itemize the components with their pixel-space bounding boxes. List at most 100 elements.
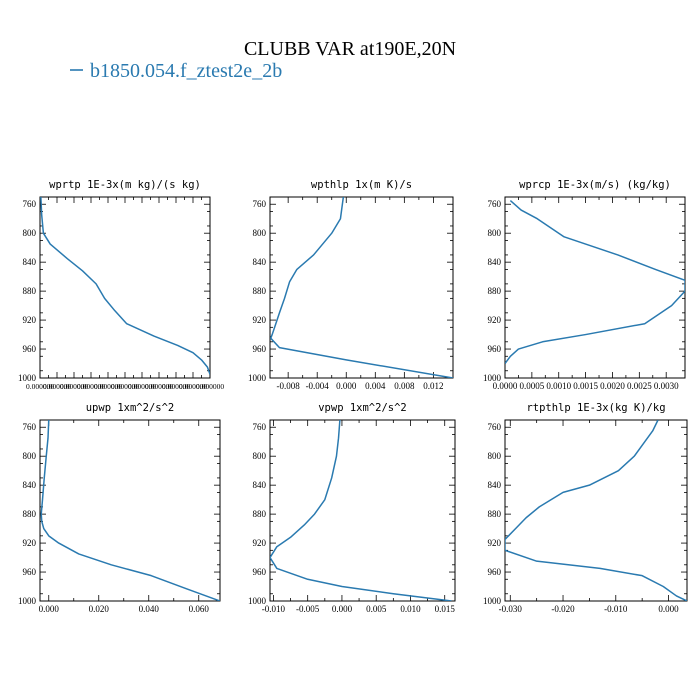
panel-4: upwp 1xm^2/s^2 760 800 840 880 920 960 10000.00… — [18, 402, 221, 614]
y-tick-label: 880 — [253, 509, 267, 519]
y-tick-label: 840 — [23, 257, 37, 267]
x-tick-label: 0.0025 — [627, 381, 652, 391]
y-tick-label: 880 — [488, 509, 502, 519]
series-line — [270, 197, 453, 378]
x-tick-label: 0.0015 — [573, 381, 598, 391]
x-tick-label: 0.0005 — [519, 381, 544, 391]
x-tick-label: 0.000000 — [128, 382, 156, 391]
y-tick-label: 1000 — [18, 373, 37, 383]
x-tick-label: -0.010 — [604, 604, 628, 614]
y-tick-label: 920 — [488, 538, 502, 548]
x-tick-label: 0.020 — [89, 604, 110, 614]
y-tick-label: 960 — [23, 344, 37, 354]
x-tick-label: 0.000 — [332, 604, 353, 614]
y-tick-label: 1000 — [18, 596, 37, 606]
x-tick-label: 0.005 — [366, 604, 387, 614]
y-tick-label: 760 — [488, 422, 502, 432]
x-tick-label: -0.004 — [306, 381, 330, 391]
x-tick-label: 0.0000 — [493, 381, 518, 391]
y-tick-label: 800 — [253, 451, 267, 461]
x-tick-label: 0.000000 — [162, 382, 190, 391]
x-tick-label: 0.000000 — [111, 382, 139, 391]
y-tick-label: 960 — [253, 344, 267, 354]
panels: wprtp 1E-3x(m kg)/(s kg) 760 800 840 880 920 9… — [18, 179, 688, 614]
x-tick-label: 0.0010 — [546, 381, 571, 391]
x-tick-label: 0.012 — [423, 381, 443, 391]
y-tick-label: 800 — [23, 228, 37, 238]
y-tick-label: 960 — [488, 567, 502, 577]
y-tick-label: 920 — [253, 538, 267, 548]
legend-label: b1850.054.f_ztest2e_2b — [90, 60, 282, 82]
y-tick-label: 920 — [253, 315, 267, 325]
x-tick-label: 0.000 — [39, 604, 60, 614]
x-tick-label: 0.000000 — [179, 382, 207, 391]
y-tick-label: 840 — [488, 257, 502, 267]
panel-title: rtpthlp 1E-3x(kg K)/kg — [526, 402, 665, 414]
x-tick-label: 0.0020 — [600, 381, 625, 391]
plot-frame — [39, 419, 221, 602]
x-tick-label: -0.030 — [499, 604, 523, 614]
panel-2: wpthlp 1x(m K)/s 760 800 840 880 920 960 1000 -0… — [248, 179, 454, 391]
figure-title: CLUBB VAR at190E,20N — [244, 38, 456, 60]
y-tick-label: 920 — [488, 315, 502, 325]
y-tick-label: 800 — [253, 228, 267, 238]
x-tick-label: 0.0030 — [654, 381, 679, 391]
y-tick-label: 1000 — [483, 596, 502, 606]
x-tick-label: -0.020 — [551, 604, 575, 614]
series-line — [505, 200, 685, 364]
plot-frame — [39, 196, 211, 379]
y-tick-label: 840 — [488, 480, 502, 490]
panel-5: vpwp 1xm^2/s^2 760 800 840 880 920 960 1000-0.0… — [248, 402, 456, 614]
y-tick-label: 760 — [23, 422, 37, 432]
x-tick-label: 0.000000 — [77, 382, 105, 391]
x-tick-label: 0.004 — [365, 381, 386, 391]
y-tick-label: 1000 — [483, 373, 502, 383]
y-tick-label: 1000 — [248, 373, 267, 383]
panel-title: upwp 1xm^2/s^2 — [86, 402, 175, 414]
x-tick-label: 0.000000 — [94, 382, 122, 391]
y-tick-label: 960 — [23, 567, 37, 577]
series-line — [40, 420, 220, 601]
plot-frame — [504, 196, 686, 379]
series-line — [505, 420, 687, 601]
x-tick-label: 0.000000 — [145, 382, 173, 391]
y-tick-label: 880 — [488, 286, 502, 296]
y-tick-label: 800 — [23, 451, 37, 461]
y-tick-label: 840 — [23, 480, 37, 490]
y-tick-label: 800 — [488, 228, 502, 238]
plot-frame — [504, 419, 688, 602]
x-tick-label: 0.015 — [435, 604, 456, 614]
x-tick-label: 0.010 — [400, 604, 421, 614]
y-tick-label: 920 — [23, 315, 37, 325]
plot-frame — [269, 196, 454, 379]
y-tick-label: 960 — [488, 344, 502, 354]
y-tick-label: 840 — [253, 257, 267, 267]
x-tick-label: 0.000000 — [26, 382, 54, 391]
y-tick-label: 760 — [23, 199, 37, 209]
x-tick-label: 0.000000 — [60, 382, 88, 391]
panel-title: wprtp 1E-3x(m kg)/(s kg) — [49, 179, 201, 191]
legend: b1850.054.f_ztest2e_2b — [70, 60, 282, 82]
y-tick-label: 880 — [23, 509, 37, 519]
x-tick-label: -0.010 — [262, 604, 286, 614]
y-tick-label: 760 — [253, 422, 267, 432]
x-tick-label: -0.008 — [277, 381, 301, 391]
panel-6: rtpthlp 1E-3x(kg K)/kg 760 800 840 880 920 960… — [483, 402, 688, 614]
y-tick-label: 880 — [253, 286, 267, 296]
x-tick-label: 0.000 — [658, 604, 679, 614]
series-line — [270, 420, 452, 601]
x-tick-label: 0.008 — [394, 381, 415, 391]
series-line — [40, 197, 210, 375]
y-tick-label: 1000 — [248, 596, 267, 606]
x-tick-label: 0.000000 — [196, 382, 224, 391]
y-tick-label: 800 — [488, 451, 502, 461]
x-tick-label: 0.000 — [336, 381, 357, 391]
y-tick-label: 960 — [253, 567, 267, 577]
panel-title: vpwp 1xm^2/s^2 — [318, 402, 407, 414]
x-tick-label: 0.060 — [189, 604, 210, 614]
panel-title: wpthlp 1x(m K)/s — [311, 179, 412, 191]
y-tick-label: 840 — [253, 480, 267, 490]
panel-title: wprcp 1E-3x(m/s) (kg/kg) — [519, 179, 671, 191]
panel-3: wprcp 1E-3x(m/s) (kg/kg) 760 800 840 880 920 9… — [483, 179, 686, 391]
